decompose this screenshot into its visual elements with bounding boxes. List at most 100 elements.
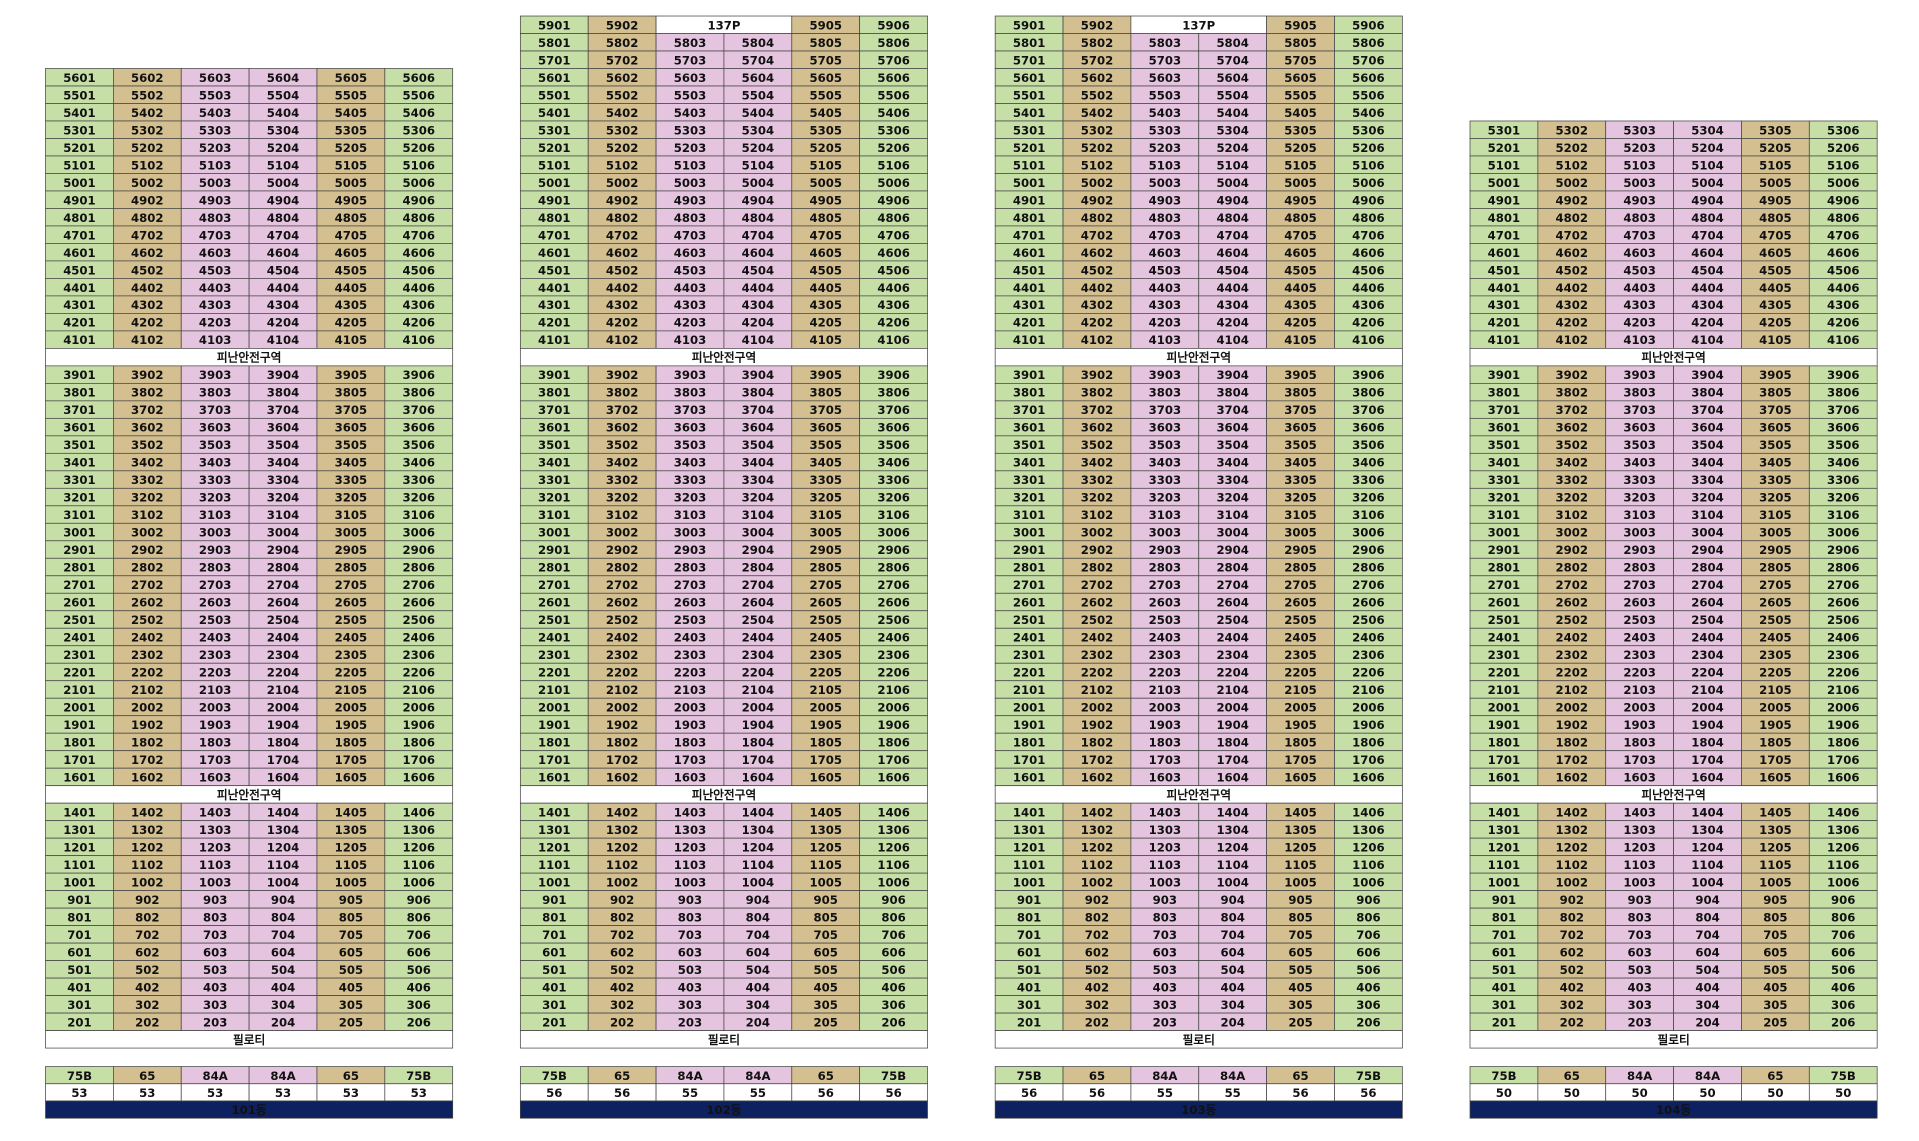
unit-number: 702 — [1085, 928, 1109, 942]
unit-number: 5404 — [1216, 106, 1248, 120]
unit-number: 304 — [271, 998, 295, 1012]
unit-number: 5602 — [131, 71, 164, 85]
unit-number: 5701 — [1013, 53, 1045, 67]
unit-number: 1303 — [199, 823, 232, 837]
unit-number: 4803 — [1623, 211, 1656, 225]
unit-number: 1205 — [335, 841, 368, 855]
unit-number: 2903 — [674, 543, 707, 557]
unit-number: 1304 — [1691, 823, 1724, 837]
unit-number: 3802 — [606, 386, 639, 400]
unit-number: 302 — [1085, 998, 1109, 1012]
unit-number: 1001 — [1488, 876, 1521, 890]
unit-number: 5305 — [809, 123, 842, 137]
unit-number: 3706 — [1352, 403, 1385, 417]
unit-number: 2305 — [335, 648, 368, 662]
unit-number: 2603 — [1623, 596, 1656, 610]
unit-number: 402 — [1560, 980, 1584, 994]
unit-number: 2005 — [335, 701, 368, 715]
unit-number: 3404 — [1216, 456, 1248, 470]
unit-number: 4702 — [606, 228, 639, 242]
unit-number: 4406 — [877, 281, 909, 295]
unit-number: 2302 — [606, 648, 639, 662]
unit-number: 5003 — [199, 176, 232, 190]
unit-number: 2601 — [1013, 596, 1045, 610]
unit-number: 5102 — [1556, 158, 1589, 172]
unit-number: 4105 — [335, 333, 368, 347]
unit-number: 5006 — [403, 176, 436, 190]
unit-number: 2002 — [131, 701, 164, 715]
unit-number: 3301 — [63, 473, 96, 487]
unit-number: 2003 — [1149, 701, 1182, 715]
unit-number: 2206 — [877, 666, 909, 680]
unit-number: 1704 — [1691, 753, 1724, 767]
unit-number: 4206 — [877, 316, 909, 330]
unit-number: 1402 — [606, 806, 639, 820]
unit-number: 904 — [1221, 893, 1245, 907]
unit-number: 1603 — [1623, 771, 1656, 785]
unit-number: 3703 — [674, 403, 707, 417]
unit-number: 3905 — [809, 368, 842, 382]
unit-number: 3502 — [1556, 438, 1589, 452]
unit-number: 1302 — [1556, 823, 1589, 837]
unit-number: 3603 — [674, 421, 707, 435]
unit-number: 1706 — [877, 753, 909, 767]
unit-number: 406 — [407, 980, 431, 994]
unit-number: 2902 — [606, 543, 639, 557]
unit-number: 4802 — [131, 211, 164, 225]
unit-number: 4403 — [1149, 281, 1182, 295]
unit-number: 3303 — [1623, 473, 1656, 487]
unit-number: 3201 — [1488, 491, 1521, 505]
unit-number: 2205 — [809, 666, 842, 680]
unit-number: 904 — [746, 893, 770, 907]
unit-number: 5202 — [606, 141, 639, 155]
unit-number: 5403 — [199, 106, 232, 120]
unit-number: 403 — [1153, 980, 1177, 994]
unit-number: 2505 — [809, 613, 842, 627]
unit-number: 3901 — [63, 368, 96, 382]
unit-number: 3006 — [403, 526, 436, 540]
unit-number: 304 — [1221, 998, 1245, 1012]
unit-number: 1703 — [199, 753, 232, 767]
unit-count: 53 — [411, 1086, 427, 1100]
unit-number: 2601 — [1488, 596, 1521, 610]
unit-number: 4205 — [1759, 316, 1792, 330]
unit-number: 603 — [1627, 945, 1651, 959]
unit-number: 1006 — [1352, 876, 1385, 890]
unit-number: 3802 — [1556, 386, 1589, 400]
unit-number: 5001 — [538, 176, 571, 190]
unit-number: 1902 — [1556, 718, 1589, 732]
unit-number: 1206 — [1827, 841, 1860, 855]
unit-number: 2305 — [1284, 648, 1317, 662]
unit-number: 203 — [1627, 1015, 1651, 1029]
unit-number: 2104 — [1216, 683, 1248, 697]
unit-number: 206 — [407, 1015, 431, 1029]
unit-number: 3301 — [538, 473, 571, 487]
unit-number: 1406 — [1827, 806, 1860, 820]
unit-number: 1102 — [606, 858, 639, 872]
unit-number: 2802 — [1556, 561, 1589, 575]
unit-number: 4705 — [335, 228, 368, 242]
unit-number: 5603 — [199, 71, 232, 85]
unit-number: 4303 — [674, 298, 707, 312]
unit-number: 3602 — [1081, 421, 1114, 435]
unit-number: 3104 — [742, 508, 774, 522]
unit-number: 703 — [678, 928, 702, 942]
unit-number: 5203 — [1623, 141, 1656, 155]
unit-number: 2906 — [877, 543, 909, 557]
unit-number: 3805 — [335, 386, 368, 400]
unit-number: 5603 — [674, 71, 707, 85]
unit-number: 3705 — [809, 403, 842, 417]
unit-number: 3902 — [131, 368, 164, 382]
unit-number: 2003 — [1623, 701, 1656, 715]
unit-number: 5305 — [1759, 123, 1792, 137]
unit-number: 1901 — [538, 718, 571, 732]
unit-number: 1806 — [1352, 736, 1385, 750]
unit-number: 5705 — [1284, 53, 1317, 67]
unit-number: 306 — [1356, 998, 1380, 1012]
unit-number: 1306 — [403, 823, 436, 837]
unit-number: 3705 — [1759, 403, 1792, 417]
unit-number: 2001 — [538, 701, 571, 715]
unit-number: 4203 — [674, 316, 707, 330]
unit-number: 3606 — [877, 421, 909, 435]
unit-number: 2901 — [538, 543, 571, 557]
